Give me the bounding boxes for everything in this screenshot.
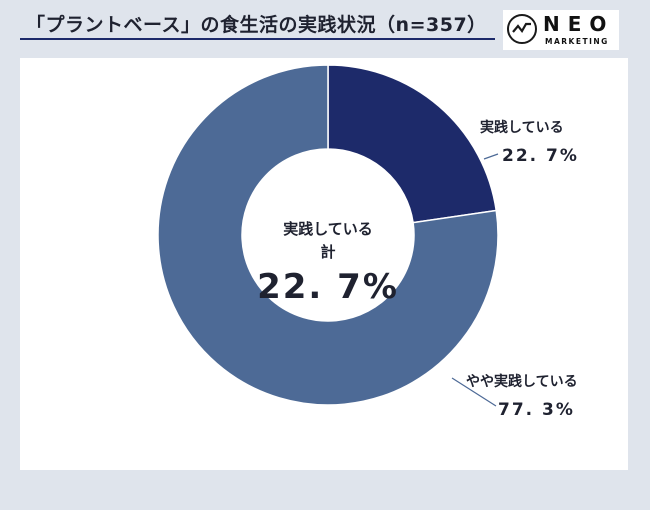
slice-somewhat-practicing	[157, 64, 499, 406]
center-value: 22. 7%	[257, 267, 399, 307]
center-label-line2: 計	[320, 243, 336, 261]
chart-title: 「プラントベース」の食生活の実践状況（n=357）	[26, 14, 487, 36]
slice-practicing	[327, 64, 498, 224]
slice-label-somewhat-practicing: やや実践している	[466, 374, 578, 390]
slice-value-somewhat-practicing: 77. 3%	[498, 400, 575, 420]
slice-value-practicing: 22. 7%	[502, 146, 579, 166]
logo-subword: MARKETING	[545, 37, 609, 46]
slice-label-practicing: 実践している	[480, 120, 564, 136]
neo-marketing-logo: NEO MARKETING	[503, 10, 619, 50]
logo-mark-icon	[507, 14, 537, 44]
center-label-line1: 実践している	[283, 220, 373, 238]
title-underline	[20, 38, 495, 40]
donut-chart	[157, 64, 499, 407]
leader-line-practicing	[483, 153, 499, 160]
leader-line-somewhat-practicing	[451, 377, 497, 407]
chart-panel: 実践している 計 22. 7% 実践している 22. 7% やや実践している 7…	[20, 58, 628, 470]
logo-word: NEO	[543, 12, 615, 36]
